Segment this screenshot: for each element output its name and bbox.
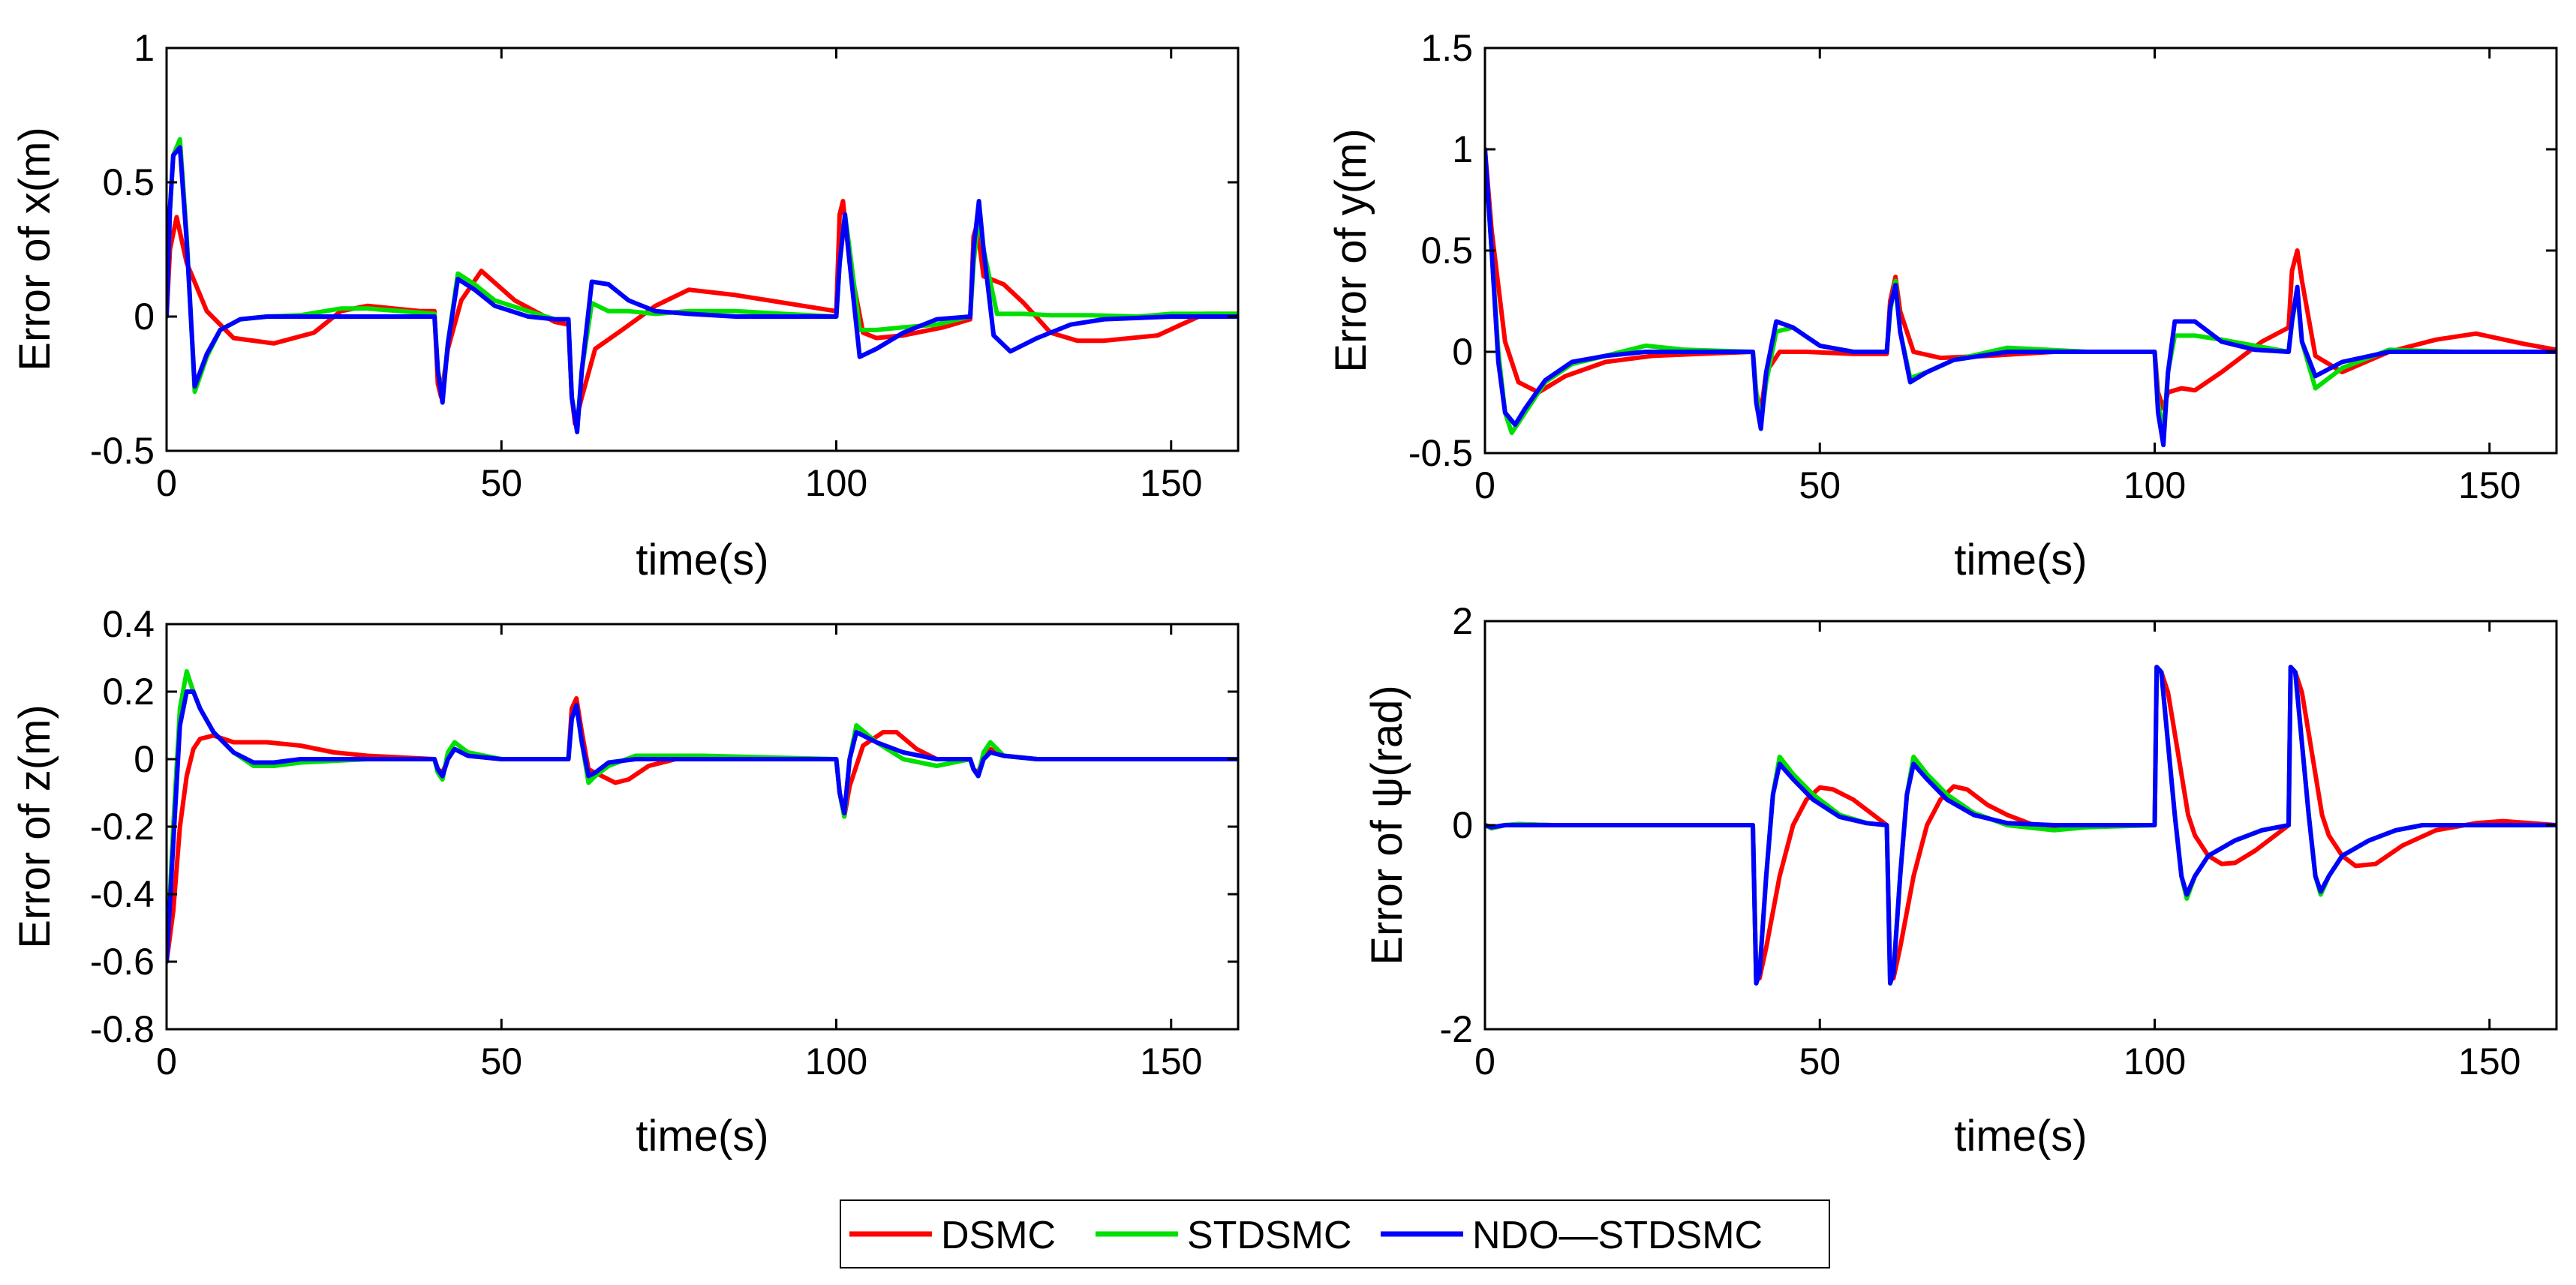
y-error-xtick-label-2: 100: [2124, 464, 2186, 506]
y-error-xtick-label-3: 150: [2458, 464, 2520, 506]
subplot-z-error: 0 50 100 150 -0.8 -0.6 -0.4 -0.2 0 0.2 0.4 time(s)…: [11, 603, 1240, 1160]
z-error-series-ndo-stdsmc: [167, 689, 1238, 964]
y-error-ytick-label-0: -0.5: [1408, 432, 1473, 474]
legend: DSMC STDSMC NDO—STDSMC: [840, 1199, 1830, 1268]
x-error-xlabel: time(s): [636, 536, 768, 584]
z-error-ticks: 0 50 100 150 -0.8 -0.6 -0.4 -0.2 0 0.2 0.4: [90, 603, 1238, 1082]
y-error-ytick-label-4: 1.5: [1420, 27, 1473, 69]
x-error-ytick-label-2: 0.5: [102, 161, 155, 203]
z-error-xtick-label-1: 50: [480, 1040, 522, 1082]
z-error-ylabel: Error of z(m): [11, 704, 59, 948]
y-error-ytick-label-2: 0.5: [1420, 230, 1473, 272]
psi-error-series-ndo-stdsmc: [1485, 665, 2556, 986]
x-error-xtick-label-0: 0: [156, 462, 177, 504]
subplot-psi-error: 0 50 100 150-202 time(s) Error of ψ(rad): [1363, 600, 2558, 1160]
y-error-series: [1485, 147, 2556, 448]
x-error-xtick-label-3: 150: [1140, 462, 1202, 504]
z-error-ytick-label-5: 0.2: [102, 671, 155, 713]
psi-error-xlabel: time(s): [1954, 1112, 2087, 1160]
psi-error-xtick-label-3: 150: [2458, 1040, 2520, 1082]
legend-label-dsmc: DSMC: [941, 1214, 1056, 1257]
y-error-xtick-label-1: 50: [1799, 464, 1841, 506]
psi-error-ticks: 0 50 100 150-202: [1440, 600, 2556, 1082]
x-error-axes-box: [165, 47, 1240, 452]
psi-error-xtick-label-0: 0: [1474, 1040, 1495, 1082]
y-error-axes-box: [1483, 47, 2558, 455]
z-error-ytick-label-4: 0: [134, 738, 155, 780]
x-error-series-ndo-stdsmc: [167, 145, 1238, 434]
z-error-ytick-label-6: 0.4: [102, 603, 155, 645]
x-error-ytick-label-1: 0: [134, 296, 155, 338]
psi-error-ytick-label-2: 2: [1452, 600, 1473, 642]
z-error-xtick-label-0: 0: [156, 1040, 177, 1082]
psi-error-ytick-label-0: -2: [1440, 1008, 1473, 1050]
z-error-ytick-label-0: -0.8: [90, 1008, 155, 1050]
z-error-xtick-label-2: 100: [805, 1040, 867, 1082]
psi-error-xtick-label-1: 50: [1799, 1040, 1841, 1082]
z-error-xlabel: time(s): [636, 1112, 768, 1160]
subplot-y-error: 0 50 100 150-0.500.511.5 time(s) Error of y…: [1327, 27, 2558, 584]
y-error-ytick-label-3: 1: [1452, 128, 1473, 170]
psi-error-axes-box: [1483, 620, 2558, 1031]
x-error-xtick-label-1: 50: [480, 462, 522, 504]
y-error-xlabel: time(s): [1954, 536, 2087, 584]
x-error-ylabel: Error of x(m): [11, 127, 59, 371]
x-error-ticks: 0 50 100 150-0.500.51: [90, 27, 1238, 504]
legend-label-stdsmc: STDSMC: [1187, 1214, 1352, 1257]
psi-error-ylabel: Error of ψ(rad): [1363, 685, 1411, 965]
z-error-ytick-label-3: -0.2: [90, 806, 155, 848]
y-error-ytick-label-1: 0: [1452, 331, 1473, 373]
psi-error-ytick-label-1: 0: [1452, 804, 1473, 846]
psi-error-series: [1485, 665, 2556, 986]
z-error-ytick-label-1: -0.6: [90, 941, 155, 983]
z-error-axes-box: [165, 623, 1240, 1031]
x-error-ytick-label-0: -0.5: [90, 430, 155, 472]
x-error-xtick-label-2: 100: [805, 462, 867, 504]
z-error-ytick-label-2: -0.4: [90, 873, 155, 915]
subplot-x-error: 0 50 100 150-0.500.51 time(s) Error of x(m): [11, 27, 1240, 584]
legend-label-ndo-stdsmc: NDO—STDSMC: [1472, 1214, 1763, 1257]
y-error-xtick-label-0: 0: [1474, 464, 1495, 506]
x-error-ytick-label-3: 1: [134, 27, 155, 69]
y-error-series-ndo-stdsmc: [1485, 147, 2556, 448]
x-error-series: [167, 137, 1238, 434]
z-error-series: [167, 669, 1238, 964]
psi-error-xtick-label-2: 100: [2124, 1040, 2186, 1082]
y-error-ylabel: Error of y(m): [1327, 128, 1375, 372]
legend-box: [840, 1199, 1830, 1268]
z-error-xtick-label-3: 150: [1140, 1040, 1202, 1082]
